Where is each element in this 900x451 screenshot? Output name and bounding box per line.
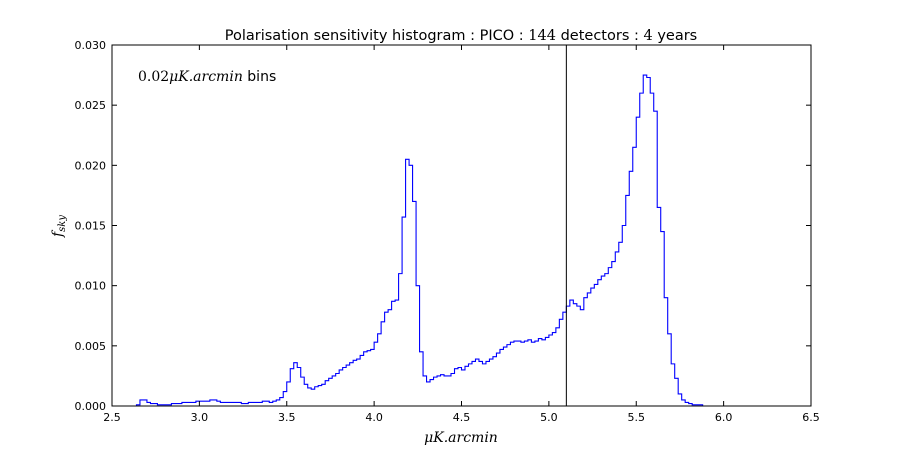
x-tick-label: 6.5 xyxy=(802,411,820,424)
y-axis-label: fsky xyxy=(50,215,68,238)
x-tick-label: 2.5 xyxy=(103,411,121,424)
x-tick-label: 3.0 xyxy=(191,411,209,424)
y-tick-label: 0.005 xyxy=(75,340,107,353)
x-axis-label: μK.arcmin xyxy=(424,430,498,446)
chart-title: Polarisation sensitivity histogram : PIC… xyxy=(225,28,697,44)
x-tick-label: 6.0 xyxy=(715,411,733,424)
y-tick-label: 0.030 xyxy=(75,39,107,52)
histogram-series xyxy=(112,74,710,407)
bin-width-annotation: 0.02μK.arcmin bins xyxy=(138,69,276,85)
bin-width-unit: μK.arcmin xyxy=(169,69,243,85)
x-tick-label: 3.5 xyxy=(278,411,296,424)
x-tick-label: 4.5 xyxy=(453,411,471,424)
y-tick-label: 0.000 xyxy=(75,400,107,413)
y-tick-label: 0.015 xyxy=(75,220,107,233)
bin-width-value: 0.02 xyxy=(138,69,169,85)
x-tick-label: 4.0 xyxy=(365,411,383,424)
years-count: 4 xyxy=(643,28,652,44)
detector-count: 144 xyxy=(528,28,556,44)
x-tick-label: 5.0 xyxy=(540,411,558,424)
y-tick-label: 0.020 xyxy=(75,159,107,172)
x-tick-label: 5.5 xyxy=(628,411,646,424)
y-tick-label: 0.010 xyxy=(75,280,107,293)
plot-frame xyxy=(111,44,812,407)
y-tick-label: 0.025 xyxy=(75,99,107,112)
